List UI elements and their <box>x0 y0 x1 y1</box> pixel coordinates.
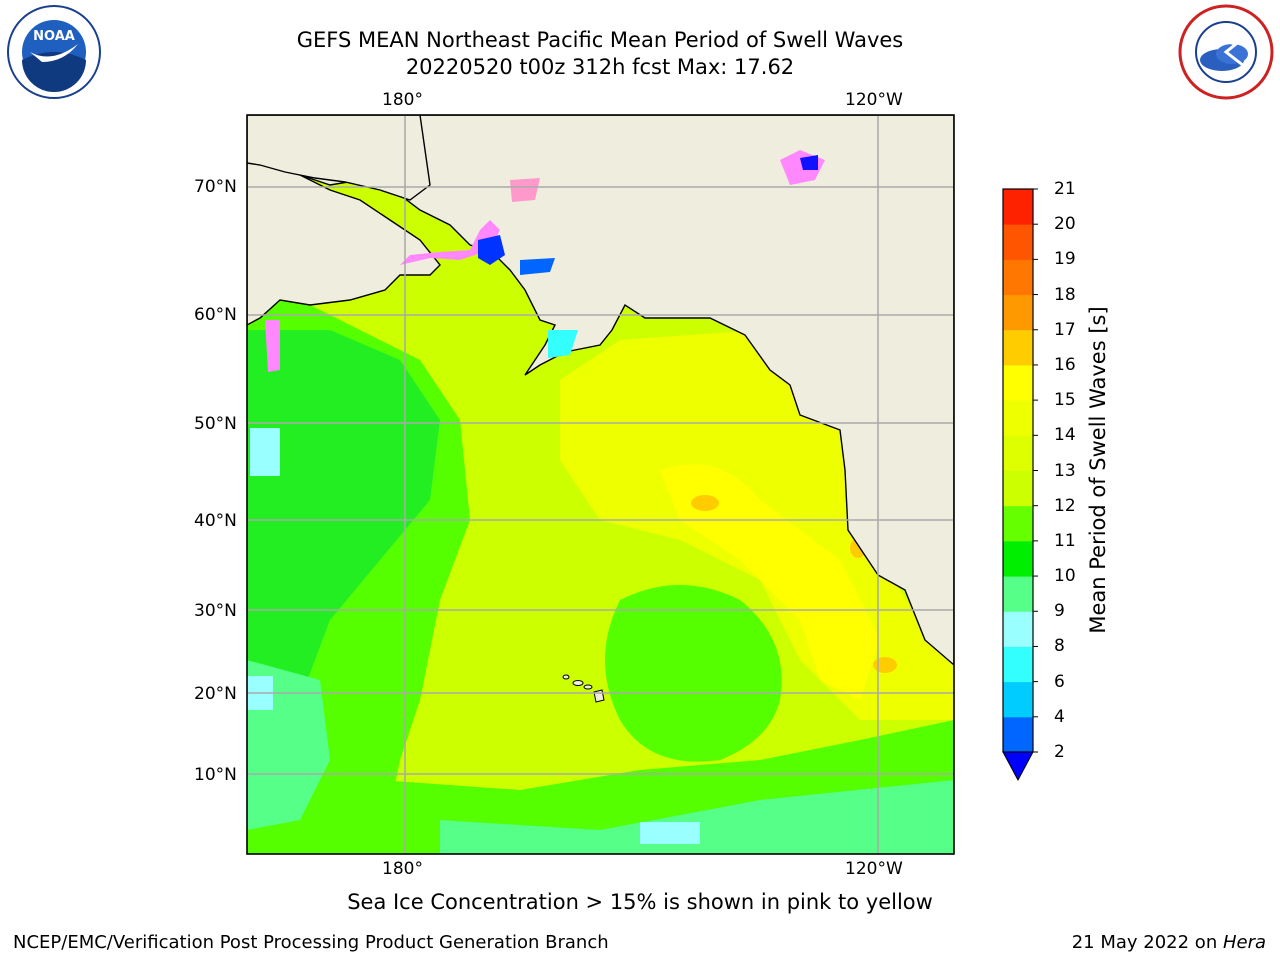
swell-cyan-s <box>640 822 700 844</box>
swell-orange-spot-2 <box>873 657 897 673</box>
chart-subtitle: 20220520 t00z 312h fcst Max: 17.62 <box>405 55 795 79</box>
noaa-logo: NOAA <box>4 4 104 108</box>
lat-label-30n: 30°N <box>194 601 237 621</box>
colorbar-level-label: 16 <box>1054 354 1076 375</box>
colorbar-segment <box>1003 505 1033 542</box>
colorbar-segment <box>1003 681 1033 718</box>
colorbar-level-label: 17 <box>1054 319 1076 340</box>
sea-ice-bering-blue <box>478 235 505 265</box>
lat-label-40n: 40°N <box>194 511 237 531</box>
map-frame <box>246 114 955 855</box>
colorbar-level-label: 6 <box>1054 671 1065 692</box>
colorbar-segment <box>1003 435 1033 471</box>
footer-date-text: 21 May 2022 on <box>1071 932 1223 953</box>
colorbar-level-label: 9 <box>1054 601 1065 622</box>
colorbar-level-label: 13 <box>1054 460 1076 481</box>
chart-title: GEFS MEAN Northeast Pacific Mean Period … <box>296 28 904 52</box>
colorbar-segment <box>1003 576 1033 612</box>
colorbar-segment <box>1003 716 1033 753</box>
colorbar-level-label: 20 <box>1054 214 1076 235</box>
colorbar-title: Mean Period of Swell Waves [s] <box>1086 306 1110 634</box>
map-gridlines <box>247 115 954 854</box>
nws-logo <box>1176 4 1276 108</box>
colorbar-level-label: 14 <box>1054 425 1076 446</box>
sea-ice-bering <box>400 220 500 265</box>
footer-host: Hera <box>1222 932 1266 953</box>
sea-ice-chukchi <box>510 178 540 202</box>
colorbar-level-label: 19 <box>1054 249 1076 270</box>
colorbar-segment <box>1003 646 1033 683</box>
swell-cyan-w <box>250 428 280 476</box>
swell-green-central <box>605 585 782 762</box>
colorbar-level-label: 2 <box>1054 742 1065 762</box>
lat-label-10n: 10°N <box>194 765 237 785</box>
lat-label-70n: 70°N <box>194 177 237 197</box>
colorbar <box>1002 188 1038 782</box>
sea-ice-alaska-coast <box>265 320 280 372</box>
sea-ice-note: Sea Ice Concentration > 15% is shown in … <box>347 890 933 914</box>
svg-text:NOAA: NOAA <box>33 29 75 44</box>
colorbar-level-label: 8 <box>1054 636 1065 657</box>
colorbar-level-label: 4 <box>1054 706 1065 727</box>
lat-label-60n: 60°N <box>194 305 237 325</box>
swell-yellow-core <box>660 464 880 700</box>
lon-label-bottom-180: 180° <box>382 859 423 879</box>
swell-green-south-2 <box>440 780 954 854</box>
colorbar-level-label: 18 <box>1054 284 1076 305</box>
colorbar-segment <box>1003 259 1033 296</box>
sea-ice-cook-inlet <box>548 330 578 358</box>
colorbar-segment <box>1003 189 1033 225</box>
swell-green-west-dark <box>247 330 440 720</box>
colorbar-segment <box>1003 540 1033 577</box>
lon-label-top-120w: 120°W <box>845 90 903 110</box>
colorbar-level-label: 12 <box>1054 495 1076 516</box>
swell-orange-spot-1 <box>691 495 719 511</box>
colorbar-extend-triangle <box>1002 751 1034 782</box>
land-chukotka <box>247 115 431 201</box>
lon-label-bottom-120w: 120°W <box>845 859 903 879</box>
colorbar-level-label: 11 <box>1054 530 1076 551</box>
lat-label-20n: 20°N <box>194 684 237 704</box>
sea-ice-beaufort-blue <box>800 155 818 170</box>
footer-branch: NCEP/EMC/Verification Post Processing Pr… <box>13 932 609 953</box>
lat-label-50n: 50°N <box>194 414 237 434</box>
colorbar-level-label: 15 <box>1054 390 1076 411</box>
colorbar-segment <box>1003 400 1033 436</box>
colorbar-segment <box>1003 611 1033 647</box>
sea-ice-anadyr <box>520 258 555 275</box>
lon-label-top-180: 180° <box>382 90 423 110</box>
colorbar-segment <box>1003 224 1033 260</box>
colorbar-level-label: 21 <box>1054 179 1076 199</box>
colorbar-segment <box>1003 364 1033 401</box>
colorbar-segment <box>1003 294 1033 331</box>
land-siberia <box>247 159 441 326</box>
footer-date: 21 May 2022 on Hera <box>1072 932 1266 953</box>
colorbar-segment <box>1003 470 1033 507</box>
colorbar-segment <box>1003 329 1033 366</box>
colorbar-level-label: 10 <box>1054 566 1076 587</box>
